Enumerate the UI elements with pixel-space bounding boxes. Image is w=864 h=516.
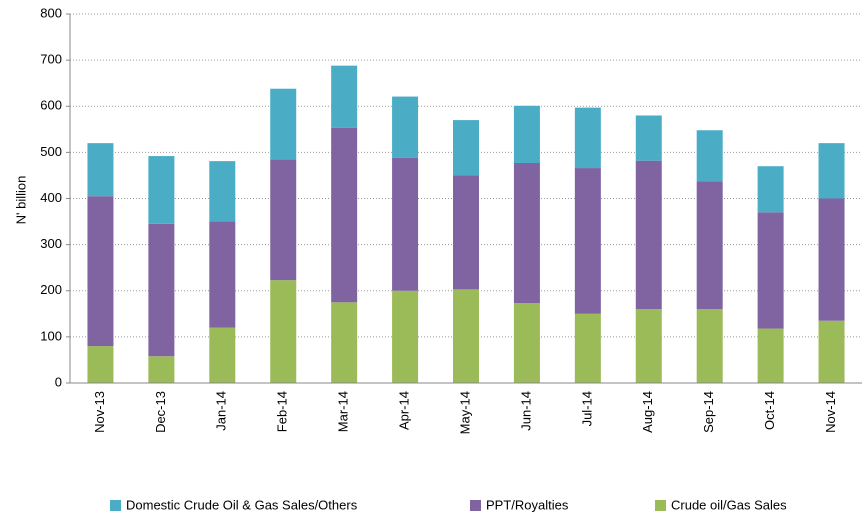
bar-segment (818, 143, 845, 199)
bar-segment (331, 127, 358, 303)
x-tick-label: Nov-14 (823, 391, 838, 433)
bar-segment (209, 161, 236, 222)
bar-segment (148, 156, 175, 224)
x-tick-label: Apr-14 (397, 391, 412, 430)
bar-segment (331, 302, 358, 383)
y-tick-label: 700 (40, 52, 62, 67)
y-tick-label: 500 (40, 144, 62, 159)
bar-segment (574, 313, 601, 383)
bar-segment (392, 290, 419, 383)
y-tick-label: 100 (40, 328, 62, 343)
bar-segment (270, 88, 297, 160)
bar-segment (270, 280, 297, 383)
bar-segment (757, 328, 784, 383)
bar-segment (331, 65, 358, 128)
bar-segment (513, 303, 540, 383)
legend-swatch (655, 500, 666, 511)
y-tick-label: 800 (40, 5, 62, 20)
bar-segment (453, 120, 479, 176)
x-tick-label: Oct-14 (762, 391, 777, 430)
bar-segment (513, 105, 540, 163)
bar-segment (87, 143, 114, 197)
y-tick-label: 400 (40, 190, 62, 205)
x-tick-label: Mar-14 (336, 391, 351, 432)
bar-segment (148, 356, 175, 383)
legend-label: PPT/Royalties (486, 497, 569, 512)
x-tick-label: Dec-13 (153, 391, 168, 433)
bar-segment (574, 107, 601, 169)
legend-label: Domestic Crude Oil & Gas Sales/Others (126, 497, 358, 512)
bar-segment (87, 196, 114, 347)
legend-swatch (110, 500, 121, 511)
bar-segment (818, 320, 845, 383)
bar-segment (696, 309, 723, 383)
bar-segment (209, 221, 236, 328)
bar-segment (574, 168, 601, 314)
y-tick-label: 300 (40, 236, 62, 251)
bar-segment (635, 115, 662, 161)
y-tick-label: 0 (55, 374, 62, 389)
y-tick-label: 200 (40, 282, 62, 297)
bar-segment (209, 327, 236, 383)
legend-swatch (470, 500, 481, 511)
y-tick-label: 600 (40, 98, 62, 113)
bar-segment (757, 166, 784, 213)
bar-segment (392, 96, 419, 158)
bar-segment (696, 130, 723, 182)
bar-segment (513, 162, 540, 304)
bar-segment (270, 159, 297, 281)
x-tick-label: Jul-14 (579, 391, 594, 426)
bar-segment (818, 198, 845, 321)
x-tick-label: Sep-14 (701, 391, 716, 433)
bar-segment (453, 289, 479, 383)
legend-label: Crude oil/Gas Sales (671, 497, 787, 512)
bar-segment (635, 160, 662, 310)
x-tick-label: Jun-14 (518, 391, 533, 431)
bar-segment (696, 181, 723, 310)
x-tick-label: Aug-14 (640, 391, 655, 433)
y-axis-label: N' billion (13, 176, 28, 225)
bar-segment (453, 175, 479, 290)
x-tick-label: Nov-13 (92, 391, 107, 433)
bar-segment (87, 346, 114, 383)
x-tick-label: Feb-14 (275, 391, 290, 432)
x-tick-label: Jan-14 (214, 391, 229, 431)
bar-segment (392, 157, 419, 291)
x-tick-label: May-14 (457, 391, 472, 434)
bar-segment (148, 223, 175, 357)
bar-segment (635, 309, 662, 383)
bar-segment (757, 212, 784, 329)
